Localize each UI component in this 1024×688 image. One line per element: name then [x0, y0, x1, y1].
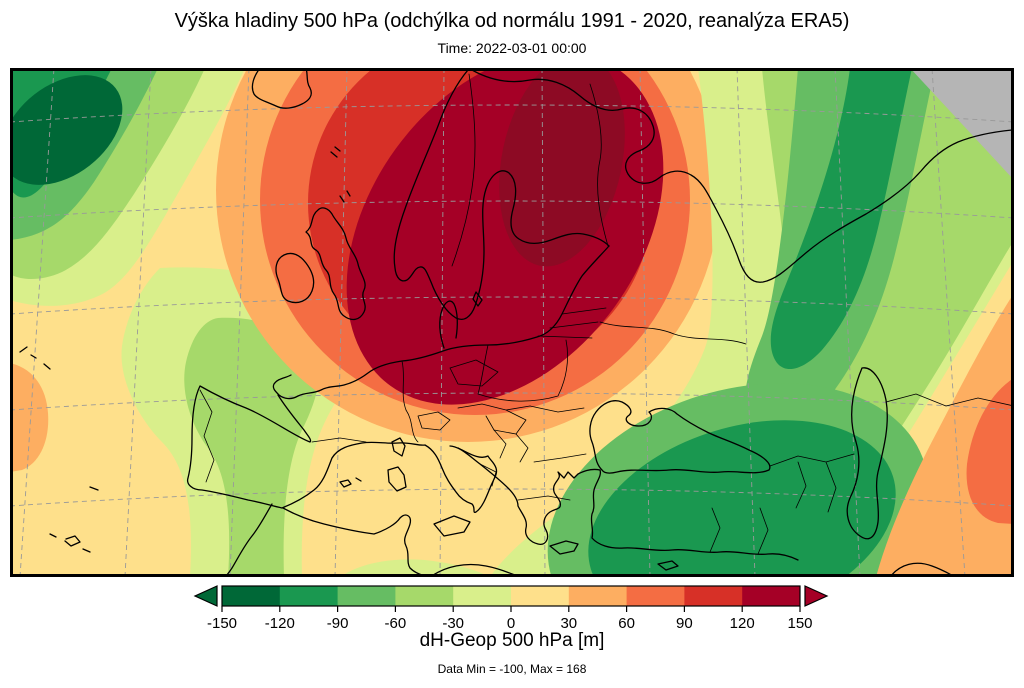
country-borders [199, 73, 1012, 555]
map-frame [10, 68, 1014, 577]
contour-tunisia-minus30 [343, 559, 486, 575]
colorbar-tick-label: 150 [787, 615, 812, 632]
colorbar-segment [453, 586, 512, 606]
time-subtitle: Time: 2022-03-01 00:00 [437, 40, 587, 56]
colorbar-segment [222, 586, 281, 606]
colorbar-axis-label: dH-Geop 500 hPa [m] [419, 630, 605, 651]
colorbar-tick-label: 120 [730, 615, 755, 632]
colorbar-tick-label: 30 [560, 615, 577, 632]
colorbar-segment [395, 586, 454, 606]
colorbar-tick-label: -150 [207, 615, 237, 632]
colorbar-segment [742, 586, 801, 606]
no-data-region [911, 70, 1012, 178]
colorbar-segment [684, 586, 743, 606]
colorbar-segment [626, 586, 685, 606]
colorbar: -150 -120 -90 -60 -30 0 30 60 90 120 150 [193, 585, 829, 632]
contour-over150-core [499, 70, 625, 267]
colorbar-segment [568, 586, 628, 606]
anomaly-field [12, 70, 1012, 575]
colorbar-tick-label: -60 [385, 615, 407, 632]
graticule [12, 70, 1012, 575]
contour-east-minus120-north [770, 70, 912, 369]
colorbar-underflow-arrow [193, 585, 218, 607]
colorbar-tick-label: -90 [327, 615, 349, 632]
map-canvas [10, 68, 1014, 577]
contour-west-edge-plus30 [12, 363, 49, 472]
colorbar-tick-label: 0 [507, 615, 515, 632]
contour-west-core [12, 75, 123, 185]
colorbar-tick-label: 60 [618, 615, 635, 632]
data-minmax-note: Data Min = -100, Max = 168 [437, 662, 587, 676]
contour-iberia-minus60 [184, 317, 319, 575]
colorbar-tick-label: -120 [265, 615, 295, 632]
colorbar-tick-label: 90 [676, 615, 693, 632]
colorbar-segment [279, 586, 339, 606]
colorbar-segment [337, 586, 396, 606]
colorbar-tick-label: -30 [442, 615, 464, 632]
contour-se-plus60 [966, 379, 1012, 524]
colorbar-segment [511, 586, 570, 606]
colorbar-overflow-arrow [804, 585, 829, 607]
page-title: Výška hladiny 500 hPa (odchýlka od normá… [174, 10, 850, 32]
